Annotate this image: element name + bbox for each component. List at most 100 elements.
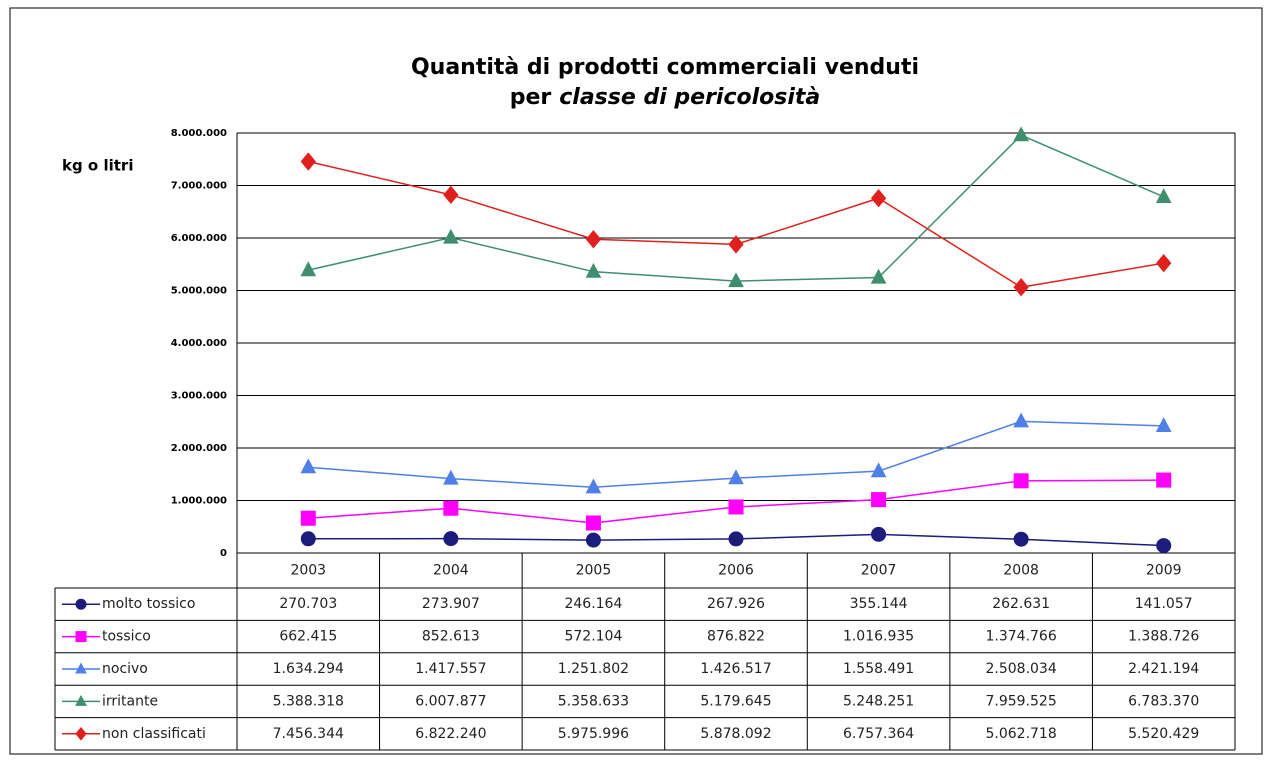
marker — [870, 189, 887, 208]
title-italic-part: classe di pericolosità — [559, 85, 820, 110]
table-value: 5.388.318 — [273, 693, 344, 709]
marker — [871, 526, 887, 542]
y-tick-label: 1.000.000 — [171, 496, 227, 507]
table-value: 572.104 — [564, 629, 622, 645]
table-value: 876.822 — [707, 629, 765, 645]
legend-label: tossico — [102, 629, 151, 645]
table-value: 5.179.645 — [700, 693, 771, 709]
y-axis-label: kg o litri — [62, 157, 133, 175]
marker — [443, 500, 459, 516]
table-value: 1.558.491 — [843, 661, 914, 677]
marker — [871, 492, 887, 508]
marker — [75, 727, 87, 741]
y-tick-label: 2.000.000 — [171, 443, 227, 454]
marker — [585, 478, 602, 494]
table-value: 1.016.935 — [843, 629, 914, 645]
marker — [443, 185, 459, 205]
marker — [1155, 188, 1172, 203]
marker — [443, 228, 459, 244]
marker — [1013, 278, 1029, 297]
marker — [443, 469, 459, 485]
marker — [585, 532, 601, 548]
table-value: 141.057 — [1135, 596, 1193, 612]
table-value: 246.164 — [564, 596, 622, 612]
x-tick-label: 2003 — [290, 563, 326, 579]
y-tick-label: 5.000.000 — [171, 286, 227, 297]
table-value: 262.631 — [992, 596, 1050, 612]
table-value: 273.907 — [422, 596, 480, 612]
marker — [585, 515, 601, 531]
marker — [728, 235, 744, 254]
table-value: 1.374.766 — [986, 629, 1057, 645]
marker — [1156, 253, 1172, 273]
marker — [300, 510, 316, 526]
table-value: 355.144 — [850, 596, 908, 612]
marker — [75, 694, 87, 706]
marker — [728, 499, 744, 515]
legend-label: molto tossico — [102, 596, 195, 612]
table-value: 5.975.996 — [558, 726, 629, 742]
x-tick-label: 2006 — [718, 563, 754, 579]
table-value: 1.426.517 — [700, 661, 771, 677]
legend-label: irritante — [102, 693, 158, 709]
y-tick-label: 0 — [220, 548, 227, 559]
marker — [300, 531, 316, 547]
table-value: 1.251.802 — [558, 661, 629, 677]
table-value: 5.878.092 — [700, 726, 771, 742]
marker — [1013, 473, 1029, 489]
marker — [443, 531, 459, 547]
marker — [1013, 412, 1029, 428]
marker — [1013, 531, 1029, 547]
table-value: 6.822.240 — [415, 726, 486, 742]
table-value: 5.248.251 — [843, 693, 914, 709]
table-value: 662.415 — [279, 629, 337, 645]
marker — [1013, 126, 1029, 142]
x-tick-label: 2004 — [433, 563, 469, 579]
table-value: 1.634.294 — [273, 661, 344, 677]
y-tick-label: 4.000.000 — [171, 338, 227, 349]
table-value: 267.926 — [707, 596, 765, 612]
table-value: 5.062.718 — [986, 726, 1057, 742]
y-tick-label: 8.000.000 — [171, 128, 227, 139]
marker — [1155, 417, 1172, 432]
table-value: 6.007.877 — [415, 693, 486, 709]
table-value: 5.520.429 — [1128, 726, 1199, 742]
table-value: 7.456.344 — [273, 726, 344, 742]
table-value: 852.613 — [422, 629, 480, 645]
marker — [728, 531, 744, 547]
marker — [585, 262, 602, 278]
legend-label: nocivo — [102, 661, 148, 677]
marker — [1156, 538, 1172, 554]
chart-title-line2: per classe di pericolosità — [510, 85, 821, 110]
marker — [75, 631, 87, 643]
title-part: per — [510, 85, 552, 110]
y-tick-label: 6.000.000 — [171, 233, 227, 244]
table-value: 2.508.034 — [986, 661, 1057, 677]
y-tick-label: 7.000.000 — [171, 181, 227, 192]
table-value: 1.388.726 — [1128, 629, 1199, 645]
table-value: 5.358.633 — [558, 693, 629, 709]
marker — [870, 462, 887, 478]
table-value: 7.959.525 — [986, 693, 1057, 709]
x-tick-label: 2007 — [861, 563, 897, 579]
marker — [585, 230, 602, 249]
table-value: 270.703 — [279, 596, 337, 612]
marker — [728, 469, 744, 485]
marker — [870, 268, 887, 284]
chart-frame — [9, 7, 1263, 755]
chart-title: Quantità di prodotti commerciali venduti — [411, 55, 919, 80]
legend-label: non classificati — [102, 726, 206, 742]
table-value: 6.783.370 — [1128, 693, 1199, 709]
marker — [300, 261, 317, 277]
marker — [75, 598, 87, 610]
marker — [728, 272, 744, 288]
table-value: 1.417.557 — [415, 661, 486, 677]
marker — [300, 458, 317, 474]
marker — [300, 152, 316, 171]
y-tick-label: 3.000.000 — [171, 391, 227, 402]
table-value: 2.421.194 — [1128, 661, 1199, 677]
marker — [1156, 472, 1172, 488]
x-tick-label: 2009 — [1146, 563, 1182, 579]
x-tick-label: 2008 — [1003, 563, 1039, 579]
